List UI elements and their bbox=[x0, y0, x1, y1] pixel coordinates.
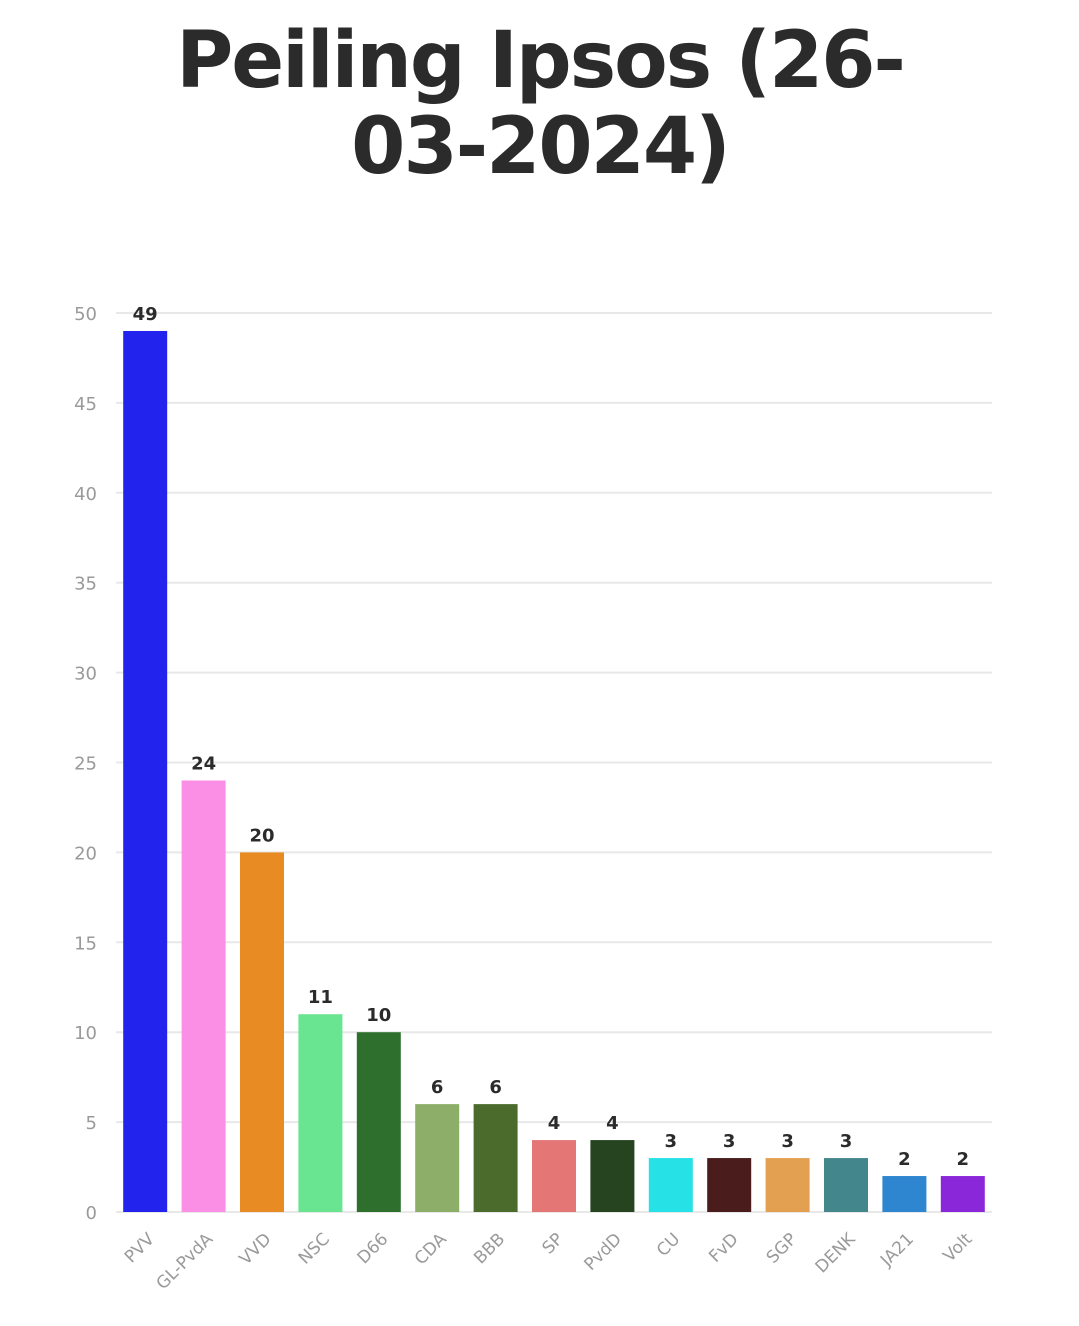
data-label: 3 bbox=[781, 1131, 794, 1152]
y-tick-label: 25 bbox=[74, 754, 97, 775]
data-label: 3 bbox=[723, 1131, 736, 1152]
bar-cda bbox=[415, 1104, 460, 1212]
bar-gl-pvda bbox=[181, 780, 226, 1212]
y-tick-label: 30 bbox=[74, 664, 97, 685]
x-tick-label: D66 bbox=[354, 1229, 393, 1268]
bar-pvdd bbox=[590, 1140, 635, 1212]
x-tick-label: PvdD bbox=[581, 1229, 626, 1274]
data-label: 6 bbox=[489, 1077, 502, 1098]
x-tick-label: CDA bbox=[411, 1229, 451, 1269]
x-tick-label: CU bbox=[653, 1229, 684, 1260]
bar-cu bbox=[648, 1158, 693, 1212]
bar-ja21 bbox=[882, 1176, 927, 1212]
data-label: 6 bbox=[431, 1077, 444, 1098]
data-labels: 49 24 20 11 10 6 6 4 4 3 3 3 3 2 2 bbox=[133, 304, 969, 1170]
chart-title: Peiling Ipsos (26-03-2024) bbox=[176, 16, 906, 192]
y-tick-label: 50 bbox=[74, 304, 97, 325]
data-label: 49 bbox=[133, 304, 158, 325]
bars bbox=[123, 330, 985, 1213]
bar-fvd bbox=[707, 1158, 752, 1212]
data-label: 11 bbox=[308, 987, 333, 1008]
x-tick-label: FvD bbox=[705, 1229, 742, 1266]
x-tick-label: SP bbox=[539, 1229, 568, 1258]
y-tick-label: 40 bbox=[74, 484, 97, 505]
x-tick-label: DENK bbox=[812, 1229, 860, 1277]
bar-volt bbox=[940, 1176, 985, 1212]
bar-sp bbox=[532, 1140, 576, 1212]
data-label: 3 bbox=[665, 1131, 678, 1152]
bar-vvd bbox=[240, 852, 284, 1212]
x-tick-label: VVD bbox=[236, 1229, 276, 1269]
data-label: 4 bbox=[548, 1113, 561, 1134]
data-label: 10 bbox=[366, 1005, 391, 1026]
x-tick-label: JA21 bbox=[876, 1229, 918, 1271]
bar-sgp bbox=[765, 1158, 810, 1212]
bar-pvv bbox=[123, 330, 168, 1213]
data-label: 2 bbox=[898, 1149, 911, 1170]
data-label: 24 bbox=[191, 753, 216, 774]
x-tick-label: BBB bbox=[470, 1229, 509, 1268]
x-tick-label: SGP bbox=[763, 1229, 801, 1267]
y-tick-label: 10 bbox=[74, 1023, 97, 1044]
x-tick-label: PVV bbox=[121, 1229, 159, 1267]
y-tick-label: 45 bbox=[74, 394, 97, 415]
y-tick-label: 20 bbox=[74, 843, 97, 864]
y-tick-label: 5 bbox=[86, 1113, 97, 1134]
y-axis-ticks: 0 5 10 15 20 25 30 35 40 45 50 bbox=[74, 304, 97, 1224]
y-tick-label: 0 bbox=[86, 1203, 97, 1224]
y-tick-label: 35 bbox=[74, 574, 97, 595]
bar-d66 bbox=[356, 1032, 401, 1212]
bar-nsc bbox=[298, 1014, 343, 1212]
x-tick-label: GL-PvdA bbox=[153, 1229, 218, 1294]
x-tick-label: Volt bbox=[939, 1229, 976, 1266]
data-label: 4 bbox=[606, 1113, 619, 1134]
x-tick-label: NSC bbox=[295, 1229, 334, 1268]
data-label: 2 bbox=[957, 1149, 970, 1170]
data-label: 20 bbox=[249, 825, 274, 846]
bar-bbb bbox=[473, 1104, 518, 1212]
data-label: 3 bbox=[840, 1131, 853, 1152]
y-tick-label: 15 bbox=[74, 933, 97, 954]
bar-denk bbox=[824, 1158, 868, 1212]
